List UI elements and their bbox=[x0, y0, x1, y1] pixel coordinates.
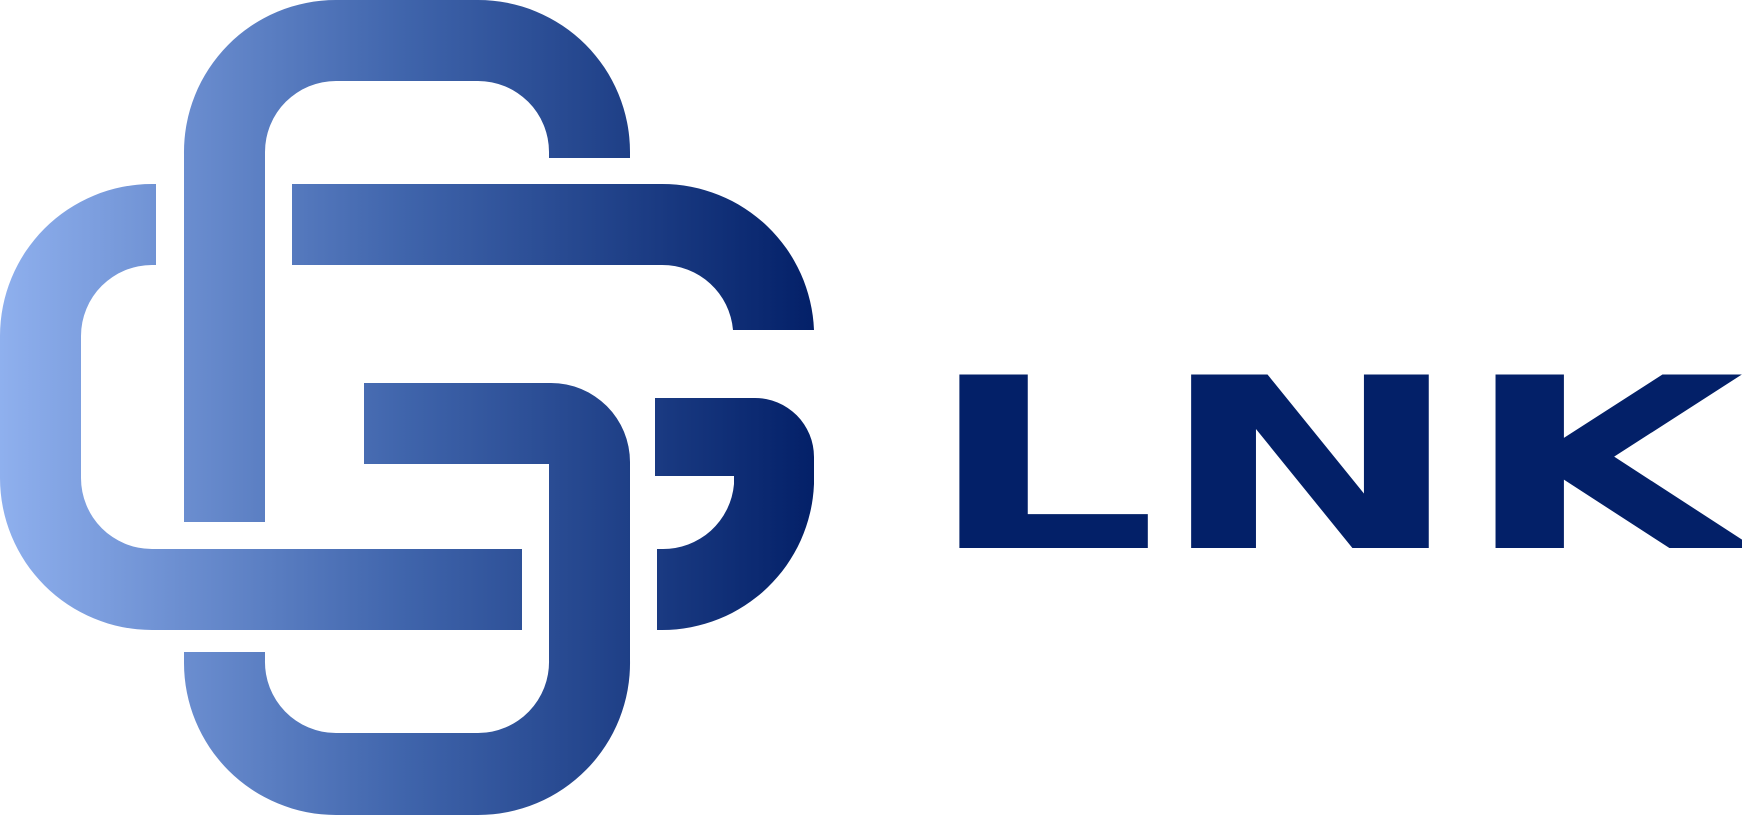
emblem-right-upper-link bbox=[292, 183, 814, 330]
emblem-right-hook bbox=[655, 398, 814, 630]
brand-wordmark-text: LNK bbox=[934, 328, 1742, 554]
brand-wordmark: LNK bbox=[934, 328, 1742, 554]
emblem-top-link bbox=[183, 0, 630, 522]
emblem-bottom-link bbox=[184, 383, 631, 815]
interlocked-chain-links-icon bbox=[0, 0, 814, 815]
emblem-left-link bbox=[0, 184, 522, 630]
